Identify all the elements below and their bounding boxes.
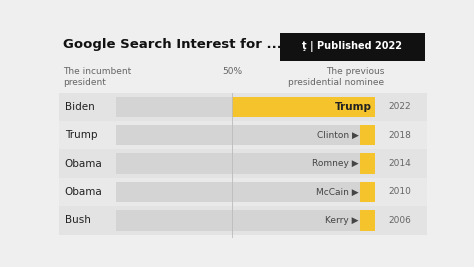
Text: Clinton ▶: Clinton ▶ [317,131,359,140]
Text: Kerry ▶: Kerry ▶ [325,216,359,225]
FancyBboxPatch shape [280,33,425,61]
Bar [116,154,360,174]
Text: Romney ▶: Romney ▶ [312,159,359,168]
Text: ţ | Published 2022: ţ | Published 2022 [302,41,402,52]
Bar [360,154,375,174]
Bar [59,93,427,121]
Text: Bush: Bush [65,215,91,225]
Bar [116,182,360,202]
Text: The previous
presidential nominee: The previous presidential nominee [288,67,384,87]
Text: Trump: Trump [65,130,97,140]
Text: Obama: Obama [65,187,102,197]
Bar [360,125,375,146]
Text: Trump: Trump [335,102,372,112]
Text: 2014: 2014 [388,159,411,168]
Bar [116,97,232,117]
Text: Biden: Biden [65,102,94,112]
Bar [360,210,375,231]
Bar [116,125,360,146]
Bar [59,121,427,150]
Bar [116,210,360,231]
Bar [360,182,375,202]
Bar [232,97,375,117]
Text: 2006: 2006 [388,216,411,225]
Text: 2022: 2022 [388,102,410,111]
Text: The incumbent
president: The incumbent president [63,67,131,87]
Text: Google Search Interest for ...: Google Search Interest for ... [63,38,282,51]
Text: 2010: 2010 [388,187,411,197]
Bar [59,178,427,206]
Text: McCain ▶: McCain ▶ [316,187,359,197]
Text: Obama: Obama [65,159,102,169]
Text: 50%: 50% [222,67,242,76]
Text: 2018: 2018 [388,131,411,140]
Bar [59,150,427,178]
Bar [59,206,427,234]
